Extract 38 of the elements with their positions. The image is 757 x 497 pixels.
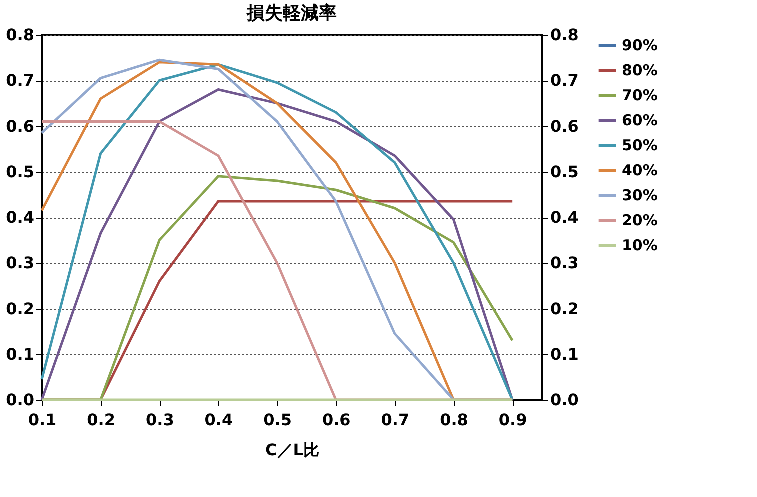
x-tick-label: 0.8 (440, 410, 468, 430)
legend-label: 40% (622, 162, 658, 180)
x-tick-label: 0.6 (322, 410, 351, 430)
y2-tick-label: 0.4 (550, 208, 579, 227)
legend-label: 80% (622, 62, 658, 80)
legend-label: 50% (622, 136, 658, 154)
x-tick-label: 0.1 (28, 410, 57, 430)
y2-tick-label: 0.0 (550, 390, 579, 410)
y-tick-label: 0.3 (6, 254, 34, 273)
legend-label: 10% (622, 236, 658, 254)
y-tick-label: 0.4 (6, 208, 34, 227)
x-tick-label: 0.7 (381, 410, 410, 430)
y2-tick-label: 0.1 (550, 344, 579, 364)
y-tick-label: 0.5 (6, 162, 34, 182)
x-tick-label: 0.3 (146, 410, 174, 430)
x-tick-label: 0.4 (204, 410, 234, 430)
y2-tick-label: 0.6 (550, 116, 579, 136)
x-tick-label: 0.9 (498, 410, 528, 430)
y2-tick-label: 0.2 (550, 299, 579, 318)
y2-tick-label: 0.8 (550, 26, 579, 44)
y-tick-label: 0.0 (6, 390, 34, 410)
y2-tick-label: 0.5 (550, 162, 579, 182)
legend-label: 70% (622, 86, 658, 104)
x-tick-label: 0.2 (87, 410, 116, 430)
y-tick-label: 0.2 (6, 299, 34, 318)
x-axis-title: C／L比 (266, 440, 320, 460)
y-tick-label: 0.7 (6, 71, 34, 90)
legend-label: 60% (622, 112, 658, 130)
y-tick-label: 0.1 (6, 344, 34, 364)
x-tick-label: 0.5 (264, 410, 292, 430)
legend-label: 20% (622, 212, 658, 230)
y-tick-label: 0.8 (6, 26, 34, 44)
y2-tick-label: 0.7 (550, 71, 579, 90)
legend-label: 90% (622, 36, 658, 54)
legend-label: 30% (622, 186, 658, 204)
y-tick-label: 0.6 (6, 116, 34, 136)
chart-title: 損失軽減率 (246, 3, 337, 24)
y2-tick-label: 0.3 (550, 254, 579, 273)
